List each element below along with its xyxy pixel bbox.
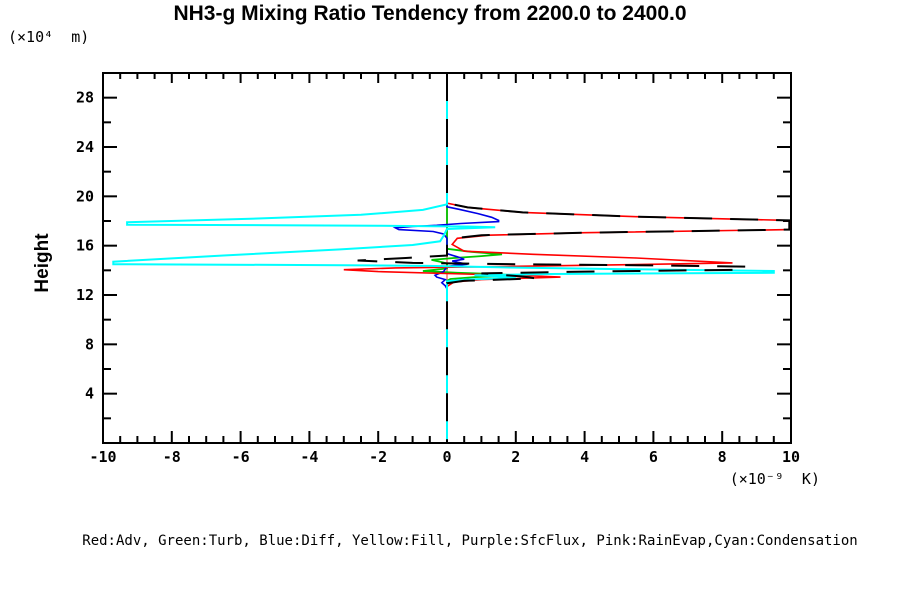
x-tick-label: -6 [232, 448, 250, 466]
x-tick-label: 4 [580, 448, 589, 466]
x-tick-label: 0 [442, 448, 451, 466]
x-tick-label: -4 [300, 448, 318, 466]
legend-caption: Red:Adv, Green:Turb, Blue:Diff, Yellow:F… [82, 533, 858, 549]
y-axis-title: Height [32, 233, 53, 293]
y-tick-label: 8 [85, 335, 94, 353]
x-tick-label: 2 [511, 448, 520, 466]
x-axis-unit-label: (×10⁻⁹ K) [729, 470, 820, 488]
x-tick-label: 6 [649, 448, 658, 466]
y-tick-label: 20 [76, 187, 94, 205]
y-tick-label: 4 [85, 385, 94, 403]
y-tick-label: 16 [76, 237, 94, 255]
x-tick-label: 8 [718, 448, 727, 466]
series-turb-green [422, 73, 516, 443]
y-tick-label: 24 [76, 138, 94, 156]
series-condensation-cyan [112, 73, 775, 443]
y-tick-label: 28 [76, 89, 94, 107]
y-axis-unit-label: (×10⁴ m) [8, 28, 90, 46]
series-unlabeled-black-black [357, 73, 791, 443]
x-tick-label: -10 [89, 448, 116, 466]
y-tick-label: 12 [76, 286, 94, 304]
x-tick-label: -8 [163, 448, 181, 466]
x-tick-label: 10 [782, 448, 800, 466]
chart-title: NH3-g Mixing Ratio Tendency from 2200.0 … [173, 2, 687, 25]
x-tick-label: -2 [369, 448, 387, 466]
